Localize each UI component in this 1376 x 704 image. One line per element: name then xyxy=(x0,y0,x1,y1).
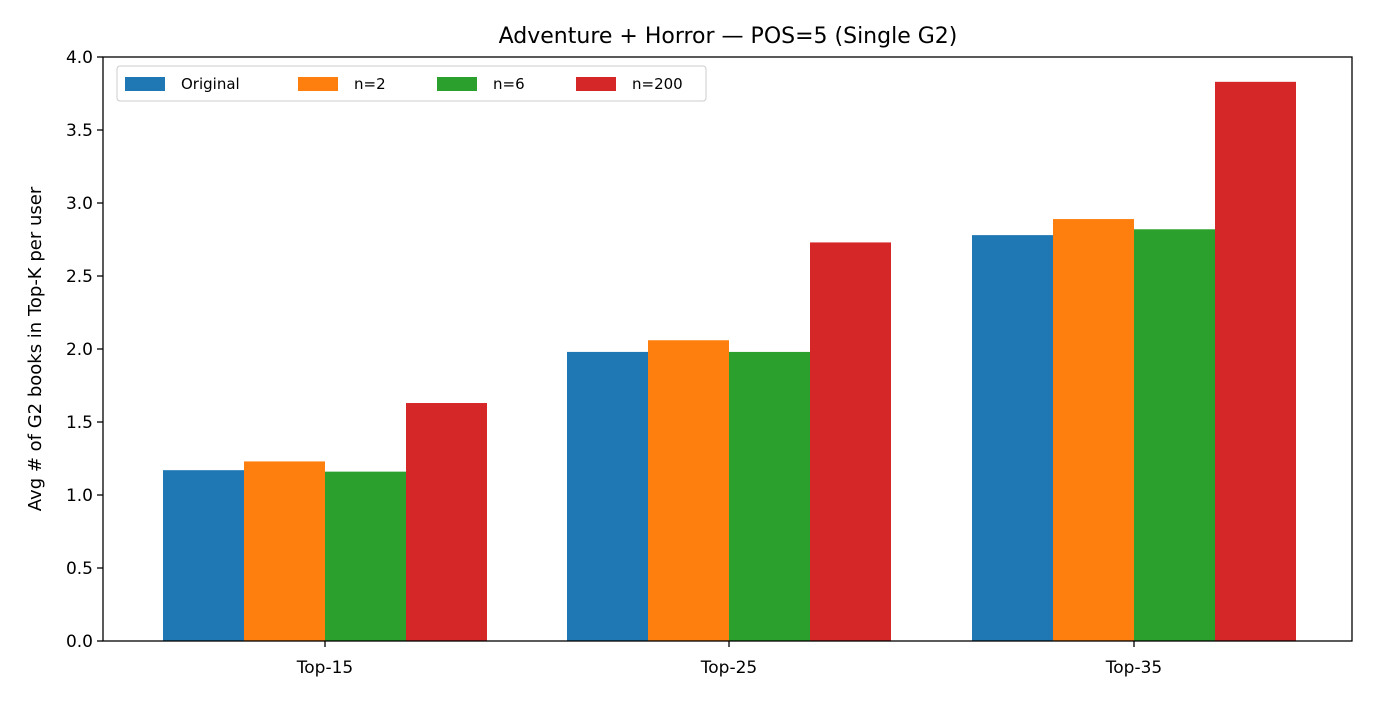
legend-label: n=200 xyxy=(632,75,683,93)
y-axis-label: Avg # of G2 books in Top-K per user xyxy=(25,186,46,511)
y-tick-label: 1.5 xyxy=(66,413,93,433)
bar-n200-top-35 xyxy=(1215,81,1296,641)
x-tick-label: Top-25 xyxy=(700,658,757,678)
legend-label: Original xyxy=(181,75,240,93)
bar-n2-top-25 xyxy=(648,340,729,641)
bar-n6-top-35 xyxy=(1134,229,1215,641)
bar-original-top-25 xyxy=(567,351,648,641)
bar-original-top-15 xyxy=(163,470,244,641)
bar-original-top-35 xyxy=(972,235,1053,641)
y-tick-label: 1.0 xyxy=(66,486,93,506)
y-tick-label: 2.0 xyxy=(66,340,93,360)
y-axis-ticks: 0.0 0.5 1.0 1.5 2.0 2.5 3.0 3.5 4.0 xyxy=(66,48,103,652)
y-tick-label: 0.5 xyxy=(66,559,93,579)
legend: Original n=2 n=6 n=200 xyxy=(116,65,707,102)
legend-swatch-n200 xyxy=(576,77,616,91)
legend-swatch-original xyxy=(125,77,165,91)
bar-n6-top-15 xyxy=(325,471,406,641)
legend-label: n=2 xyxy=(354,75,386,93)
y-tick-label: 4.0 xyxy=(66,48,93,68)
y-tick-label: 2.5 xyxy=(66,267,93,287)
legend-swatch-n2 xyxy=(298,77,338,91)
x-tick-label: Top-35 xyxy=(1105,658,1162,678)
y-tick-label: 3.0 xyxy=(66,194,93,214)
bars-group xyxy=(163,81,1296,642)
legend-label: n=6 xyxy=(493,75,525,93)
bar-n2-top-15 xyxy=(244,461,325,641)
bar-n200-top-25 xyxy=(810,242,891,642)
bar-n2-top-35 xyxy=(1053,219,1134,641)
legend-box xyxy=(116,65,707,102)
y-tick-label: 3.5 xyxy=(66,121,93,141)
legend-swatch-n6 xyxy=(437,77,477,91)
bar-n200-top-15 xyxy=(406,403,487,641)
y-tick-label: 0.0 xyxy=(66,632,93,652)
plot-frame xyxy=(102,56,1353,642)
x-tick-label: Top-15 xyxy=(296,658,353,678)
bar-n6-top-25 xyxy=(729,351,810,641)
chart-title: Adventure + Horror — POS=5 (Single G2) xyxy=(499,24,958,49)
x-axis-ticks: Top-15 Top-25 Top-35 xyxy=(296,641,1162,678)
